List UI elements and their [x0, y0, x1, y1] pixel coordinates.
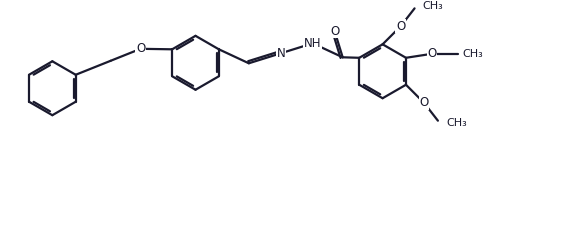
Text: CH₃: CH₃ — [423, 1, 443, 11]
Text: O: O — [427, 47, 436, 60]
Text: O: O — [136, 42, 145, 55]
Text: O: O — [419, 96, 428, 109]
Text: CH₃: CH₃ — [462, 49, 483, 59]
Text: N: N — [276, 47, 285, 60]
Text: NH: NH — [304, 37, 321, 50]
Text: CH₃: CH₃ — [446, 118, 466, 128]
Text: O: O — [396, 20, 405, 33]
Text: O: O — [330, 25, 339, 38]
